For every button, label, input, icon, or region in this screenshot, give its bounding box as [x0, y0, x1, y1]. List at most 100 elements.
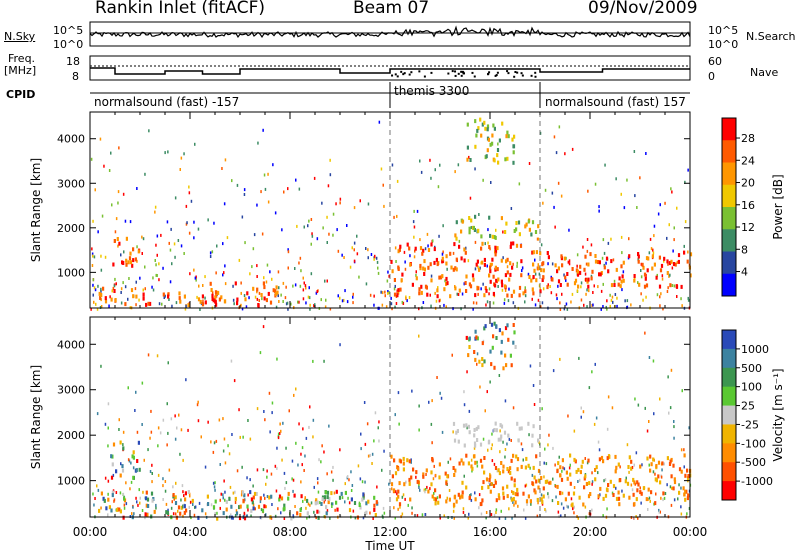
data-cell — [620, 235, 623, 239]
data-cell — [93, 503, 95, 507]
data-cell — [597, 494, 600, 499]
data-cell — [256, 203, 258, 207]
data-cell — [677, 253, 681, 258]
data-cell — [465, 335, 468, 340]
data-cell — [323, 500, 325, 504]
data-cell — [441, 430, 444, 434]
data-cell — [524, 289, 527, 294]
data-cell — [295, 387, 297, 391]
data-cell — [173, 497, 175, 501]
data-cell — [180, 498, 182, 502]
data-cell — [491, 459, 494, 463]
data-cell — [174, 495, 177, 500]
y-tick-label: 2000 — [57, 222, 85, 235]
data-cell — [465, 274, 468, 279]
data-cell — [239, 504, 242, 509]
data-cell — [213, 221, 215, 225]
data-cell — [424, 513, 426, 516]
data-cell — [624, 479, 627, 484]
data-cell — [151, 463, 153, 467]
data-cell — [304, 497, 306, 501]
data-cell — [474, 240, 477, 244]
data-cell — [622, 493, 625, 498]
data-cell — [652, 470, 655, 474]
data-cell — [117, 201, 119, 205]
data-cell — [468, 230, 471, 235]
data-cell — [502, 464, 505, 469]
data-cell — [136, 245, 138, 249]
data-cell — [520, 426, 523, 431]
data-cell — [461, 490, 464, 495]
data-cell — [112, 286, 115, 290]
data-cell — [183, 504, 186, 509]
data-cell — [666, 259, 669, 264]
data-cell — [116, 237, 119, 241]
data-cell — [419, 488, 421, 492]
data-cell — [166, 443, 168, 447]
data-cell — [183, 252, 185, 255]
data-cell — [638, 282, 641, 287]
data-cell — [650, 247, 653, 251]
data-cell — [118, 146, 120, 150]
data-cell — [155, 273, 157, 277]
data-cell — [614, 469, 617, 474]
data-cell — [437, 286, 439, 290]
data-cell — [142, 296, 145, 301]
data-cell — [115, 282, 117, 286]
data-cell — [423, 272, 426, 276]
data-cell — [405, 295, 407, 299]
power-colorbar-tick-label: 12 — [741, 221, 755, 234]
data-cell — [365, 282, 368, 286]
data-cell — [398, 481, 401, 486]
nave-dot — [430, 71, 433, 74]
data-cell — [187, 428, 189, 432]
data-cell — [482, 178, 484, 182]
data-cell — [200, 435, 202, 439]
data-cell — [622, 278, 625, 283]
data-cell — [270, 494, 273, 499]
data-cell — [236, 469, 239, 473]
data-cell — [421, 251, 424, 256]
data-cell — [686, 476, 690, 481]
data-cell — [426, 485, 428, 489]
data-cell — [231, 179, 233, 183]
data-cell — [467, 424, 470, 429]
data-cell — [168, 298, 170, 301]
data-cell — [500, 509, 502, 513]
data-cell — [486, 148, 489, 153]
data-cell — [623, 206, 626, 210]
data-cell — [377, 271, 380, 275]
data-cell — [223, 299, 227, 304]
data-cell — [322, 226, 324, 230]
data-cell — [664, 492, 667, 495]
data-cell — [404, 267, 407, 271]
data-cell — [242, 498, 245, 503]
data-cell — [452, 466, 455, 470]
data-cell — [484, 242, 486, 246]
data-cell — [214, 499, 217, 504]
data-cell — [438, 475, 441, 480]
data-cell — [375, 256, 378, 260]
data-cell — [457, 163, 460, 167]
data-cell — [113, 284, 116, 288]
data-cell — [162, 266, 164, 270]
data-cell — [481, 485, 484, 490]
data-cell — [672, 486, 675, 491]
data-cell — [267, 172, 269, 176]
data-cell — [402, 467, 405, 472]
data-cell — [326, 472, 328, 476]
data-cell — [287, 250, 290, 254]
data-cell — [586, 249, 589, 253]
data-cell — [309, 307, 311, 311]
data-cell — [145, 496, 148, 501]
data-cell — [559, 465, 562, 470]
velocity-colorbar-swatch — [722, 386, 736, 407]
data-cell — [378, 420, 380, 424]
data-cell — [264, 496, 266, 500]
data-cell — [156, 354, 159, 358]
data-cell — [391, 307, 393, 311]
data-cell — [684, 180, 686, 184]
data-cell — [346, 300, 349, 304]
data-cell — [100, 506, 102, 510]
data-cell — [258, 299, 260, 302]
